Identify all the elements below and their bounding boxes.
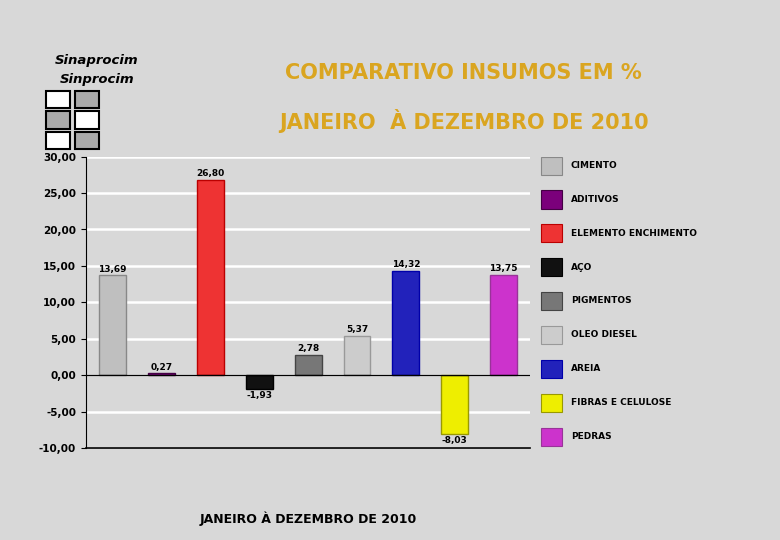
Text: PIGMENTOS: PIGMENTOS <box>571 296 632 306</box>
Bar <box>541 394 562 412</box>
Bar <box>45 91 69 108</box>
Bar <box>541 225 562 242</box>
Text: ELEMENTO ENCHIMENTO: ELEMENTO ENCHIMENTO <box>571 228 697 238</box>
Text: OLEO DIESEL: OLEO DIESEL <box>571 330 636 339</box>
Text: Sinaprocim: Sinaprocim <box>55 54 139 67</box>
Bar <box>75 132 99 149</box>
Text: AREIA: AREIA <box>571 364 601 373</box>
Text: COMPARATIVO INSUMOS EM %: COMPARATIVO INSUMOS EM % <box>285 63 642 84</box>
Bar <box>392 271 420 375</box>
Text: 0,27: 0,27 <box>151 362 172 372</box>
Bar <box>541 428 562 446</box>
Text: 14,32: 14,32 <box>392 260 420 269</box>
Bar <box>541 326 562 344</box>
Bar <box>197 180 224 375</box>
Bar <box>541 157 562 174</box>
Bar <box>541 360 562 378</box>
Bar <box>295 355 321 375</box>
Text: -8,03: -8,03 <box>441 436 467 444</box>
Text: FIBRAS E CELULOSE: FIBRAS E CELULOSE <box>571 398 672 407</box>
Bar <box>541 258 562 276</box>
Bar <box>45 111 69 129</box>
Bar <box>45 132 69 149</box>
Bar <box>75 91 99 108</box>
Text: 26,80: 26,80 <box>197 169 225 178</box>
Text: ADITIVOS: ADITIVOS <box>571 195 619 204</box>
Bar <box>490 275 517 375</box>
Bar <box>75 111 99 129</box>
Text: 2,78: 2,78 <box>297 344 319 353</box>
Bar <box>541 191 562 208</box>
Bar <box>343 336 370 375</box>
Text: 13,69: 13,69 <box>98 265 127 274</box>
Bar <box>148 373 175 375</box>
Text: CIMENTO: CIMENTO <box>571 161 618 170</box>
Bar <box>441 375 468 434</box>
Text: 5,37: 5,37 <box>346 325 368 334</box>
Text: -1,93: -1,93 <box>246 391 272 400</box>
Bar <box>541 292 562 310</box>
Text: JANEIRO  À DEZEMBRO DE 2010: JANEIRO À DEZEMBRO DE 2010 <box>278 109 648 133</box>
Bar <box>99 275 126 375</box>
Text: JANEIRO À DEZEMBRO DE 2010: JANEIRO À DEZEMBRO DE 2010 <box>200 511 417 525</box>
Text: AÇO: AÇO <box>571 262 592 272</box>
Text: 13,75: 13,75 <box>489 264 518 273</box>
Text: Sinprocim: Sinprocim <box>60 73 134 86</box>
Text: PEDRAS: PEDRAS <box>571 432 612 441</box>
Bar <box>246 375 273 389</box>
